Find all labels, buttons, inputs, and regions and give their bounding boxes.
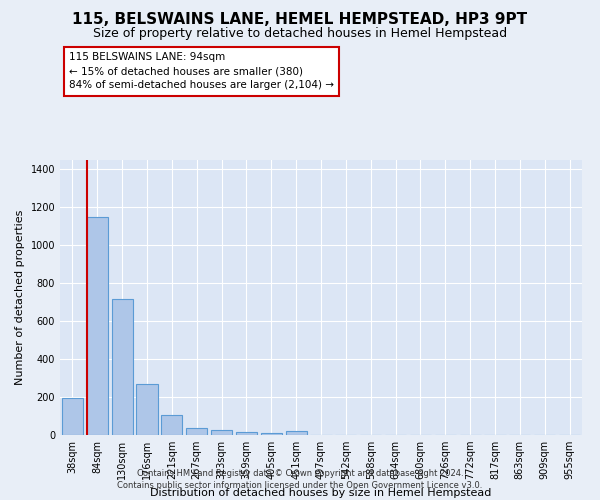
X-axis label: Distribution of detached houses by size in Hemel Hempstead: Distribution of detached houses by size …: [151, 488, 491, 498]
Bar: [236, 432, 257, 435]
Bar: [286, 431, 307, 435]
Bar: [136, 384, 158, 435]
Bar: [211, 430, 232, 435]
Bar: [62, 398, 83, 435]
Bar: [112, 300, 133, 435]
Bar: [186, 428, 207, 435]
Text: Contains HM Land Registry data © Crown copyright and database right 2024.: Contains HM Land Registry data © Crown c…: [137, 468, 463, 477]
Y-axis label: Number of detached properties: Number of detached properties: [15, 210, 25, 385]
Bar: [161, 414, 182, 435]
Bar: [87, 217, 108, 435]
Text: Contains public sector information licensed under the Open Government Licence v3: Contains public sector information licen…: [118, 481, 482, 490]
Text: 115, BELSWAINS LANE, HEMEL HEMPSTEAD, HP3 9PT: 115, BELSWAINS LANE, HEMEL HEMPSTEAD, HP…: [73, 12, 527, 28]
Text: 115 BELSWAINS LANE: 94sqm
← 15% of detached houses are smaller (380)
84% of semi: 115 BELSWAINS LANE: 94sqm ← 15% of detac…: [69, 52, 334, 90]
Text: Size of property relative to detached houses in Hemel Hempstead: Size of property relative to detached ho…: [93, 28, 507, 40]
Bar: [261, 432, 282, 435]
